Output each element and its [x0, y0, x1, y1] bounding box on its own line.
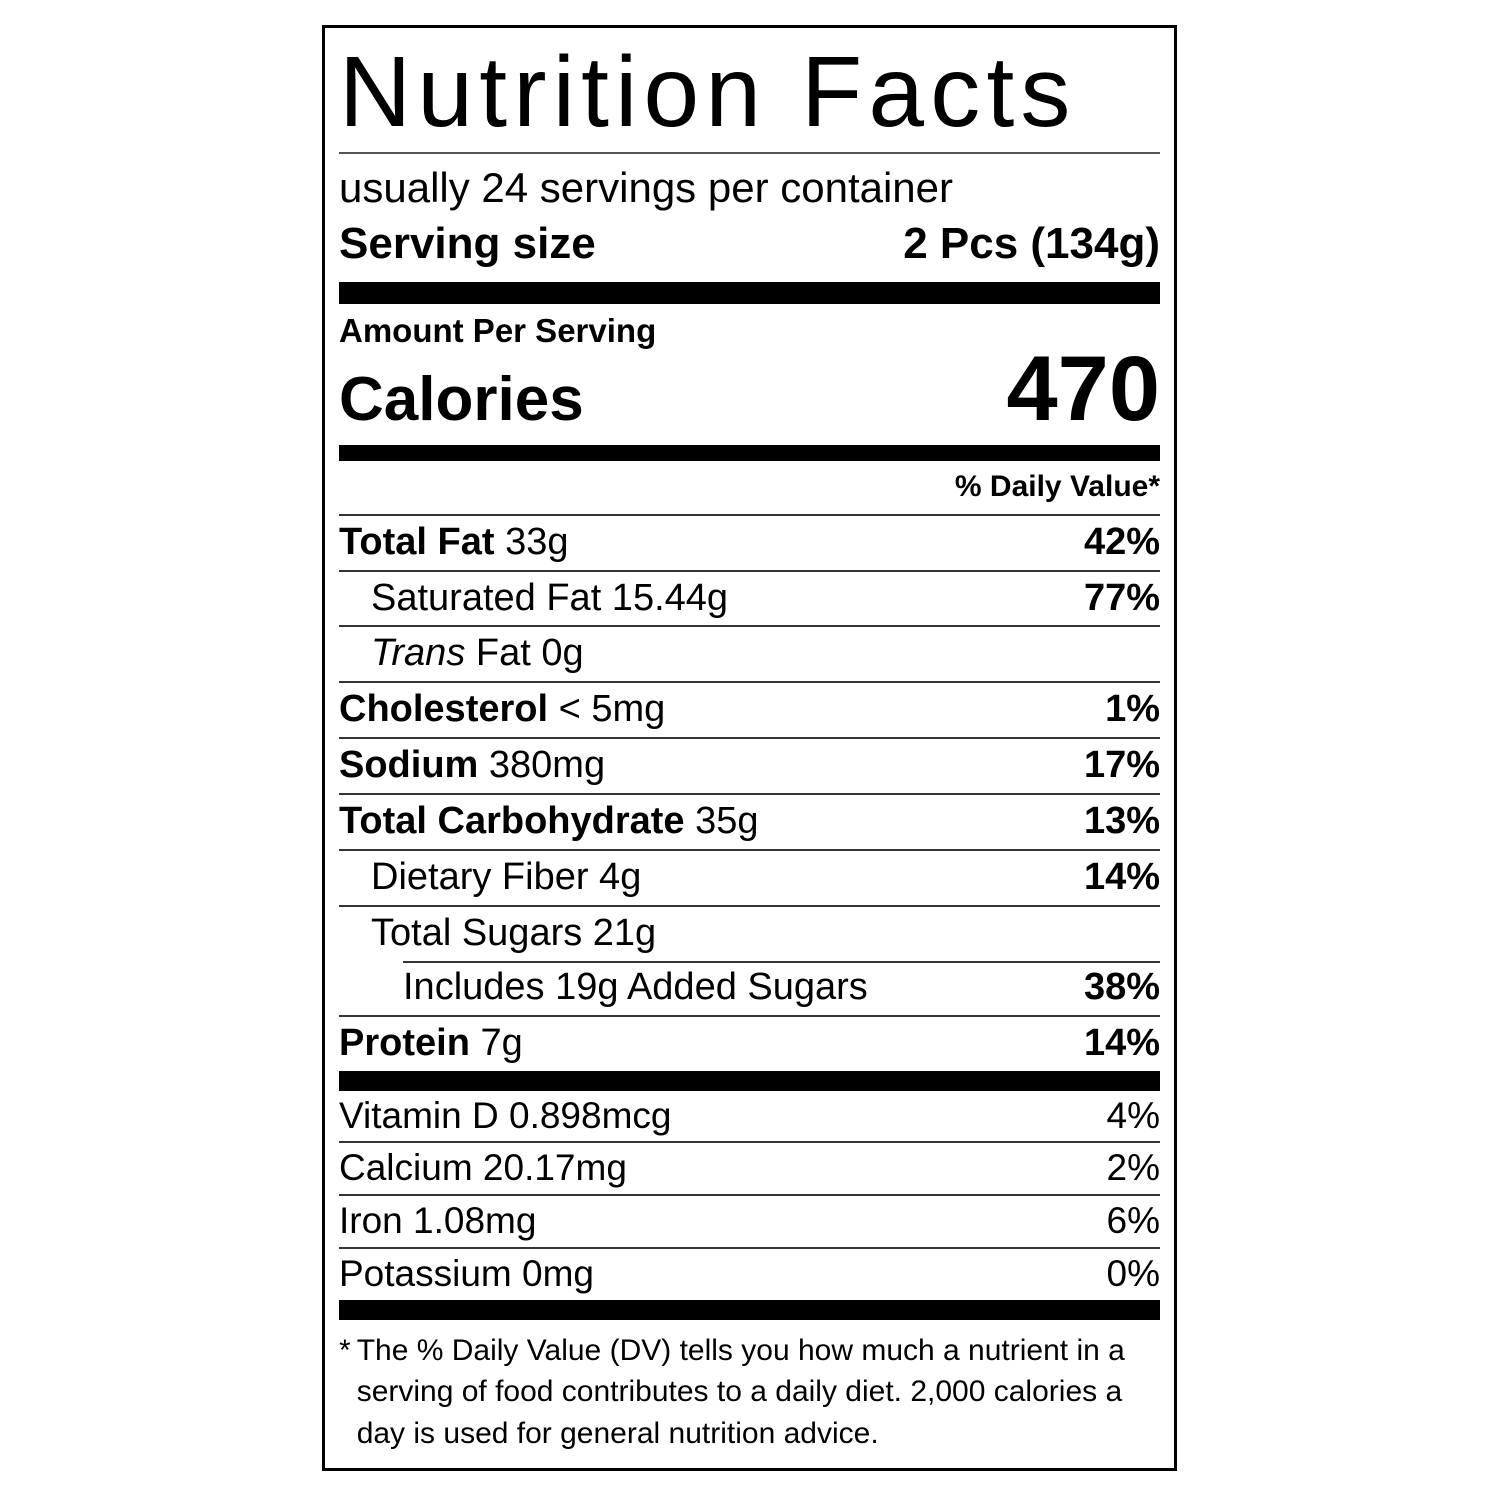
thick-divider-bar [339, 281, 1160, 304]
nutrient-row: Total Carbohydrate 35g 13% [339, 793, 1160, 849]
thick-divider-bar [339, 1070, 1160, 1091]
nutrient-row: Trans Fat 0g [339, 625, 1160, 681]
footnote: * The % Daily Value (DV) tells you how m… [339, 1330, 1160, 1454]
nutrient-name: Cholesterol < 5mg [339, 688, 666, 731]
daily-value-header: % Daily Value* [954, 469, 1160, 503]
amount-per-serving-label: Amount Per Serving [339, 311, 657, 349]
nutrient-name: Total Carbohydrate 35g [339, 800, 759, 843]
footnote-line: The % Daily Value (DV) tells you how muc… [356, 1333, 1125, 1367]
nutrient-row: Total Sugars 21g [339, 904, 1160, 961]
nutrient-row: Dietary Fiber 4g 14% [339, 848, 1160, 905]
micronutrient-row: Calcium 20.17mg 2% [339, 1141, 1160, 1194]
nutrient-row: Total Fat 33g 42% [339, 513, 1160, 570]
serving-size-value: 2 Pcs (134g) [903, 219, 1160, 269]
nutrient-table: Total Fat 33g 42% Saturated Fat 15.44g 77% T… [339, 513, 1160, 1071]
micronutrient-name: Calcium 20.17mg [339, 1147, 627, 1189]
nutrient-name: Protein 7g [339, 1021, 523, 1064]
calories-label: Calories [339, 364, 584, 434]
nutrient-row: Protein 7g 14% [339, 1014, 1160, 1071]
nutrient-name: Saturated Fat 15.44g [371, 576, 729, 619]
micronutrient-name: Potassium 0mg [339, 1253, 594, 1295]
nutrient-dv: 42% [1083, 520, 1160, 563]
micronutrient-dv: 2% [1106, 1147, 1160, 1189]
micronutrient-dv: 6% [1106, 1200, 1160, 1242]
nutrient-name: Total Fat 33g [339, 520, 569, 563]
servings-per-container: usually 24 servings per container [339, 164, 954, 211]
nutrient-name: Dietary Fiber 4g [371, 855, 642, 898]
footnote-text: The % Daily Value (DV) tells you how muc… [357, 1330, 1160, 1454]
micronutrient-row: Iron 1.08mg 6% [339, 1194, 1160, 1247]
nutrient-dv: 13% [1083, 800, 1160, 843]
nutrient-name: Total Sugars 21g [371, 911, 657, 954]
nutrient-row: Sodium 380mg 17% [339, 737, 1160, 793]
nutrient-dv: 14% [1083, 1021, 1160, 1064]
nutrient-dv: 1% [1105, 688, 1160, 731]
footnote-line: day is used for general nutrition advice… [356, 1416, 879, 1450]
micronutrient-name: Vitamin D 0.898mcg [339, 1094, 672, 1136]
title-divider [339, 152, 1160, 154]
nutrient-name: Sodium 380mg [339, 744, 606, 787]
nutrient-row: Saturated Fat 15.44g 77% [339, 569, 1160, 626]
nutrition-facts-label: Nutrition Facts usually 24 servings per … [322, 25, 1177, 1471]
serving-size-label: Serving size [339, 219, 596, 269]
calories-value: 470 [1006, 337, 1161, 440]
serving-size-row: Serving size 2 Pcs (134g) [339, 219, 1160, 269]
nutrient-name: Includes 19g Added Sugars [403, 965, 868, 1008]
micronutrient-dv: 0% [1106, 1253, 1160, 1295]
footnote-asterisk: * [339, 1333, 351, 1367]
thick-divider-bar [339, 1299, 1160, 1320]
nutrient-dv: 17% [1083, 744, 1160, 787]
footnote-line: serving of food contributes to a daily d… [356, 1375, 1123, 1409]
calories-row: Calories 470 [339, 337, 1161, 440]
nutrient-name: Trans Fat 0g [371, 632, 584, 675]
nutrient-row: Cholesterol < 5mg 1% [339, 681, 1160, 737]
nutrient-row: Includes 19g Added Sugars 38% [339, 960, 1160, 1015]
nutrient-dv: 14% [1083, 855, 1160, 898]
micronutrient-name: Iron 1.08mg [339, 1200, 537, 1242]
label-title: Nutrition Facts [339, 36, 1077, 148]
micronutrient-dv: 4% [1106, 1094, 1160, 1136]
nutrient-dv: 77% [1083, 576, 1160, 619]
micronutrient-row: Potassium 0mg 0% [339, 1247, 1160, 1300]
micronutrient-table: Vitamin D 0.898mcg 4% Calcium 20.17mg 2% Iro… [339, 1091, 1160, 1300]
nutrient-dv: 38% [1083, 965, 1160, 1008]
micronutrient-row: Vitamin D 0.898mcg 4% [339, 1091, 1160, 1142]
medium-divider-bar [339, 444, 1160, 461]
